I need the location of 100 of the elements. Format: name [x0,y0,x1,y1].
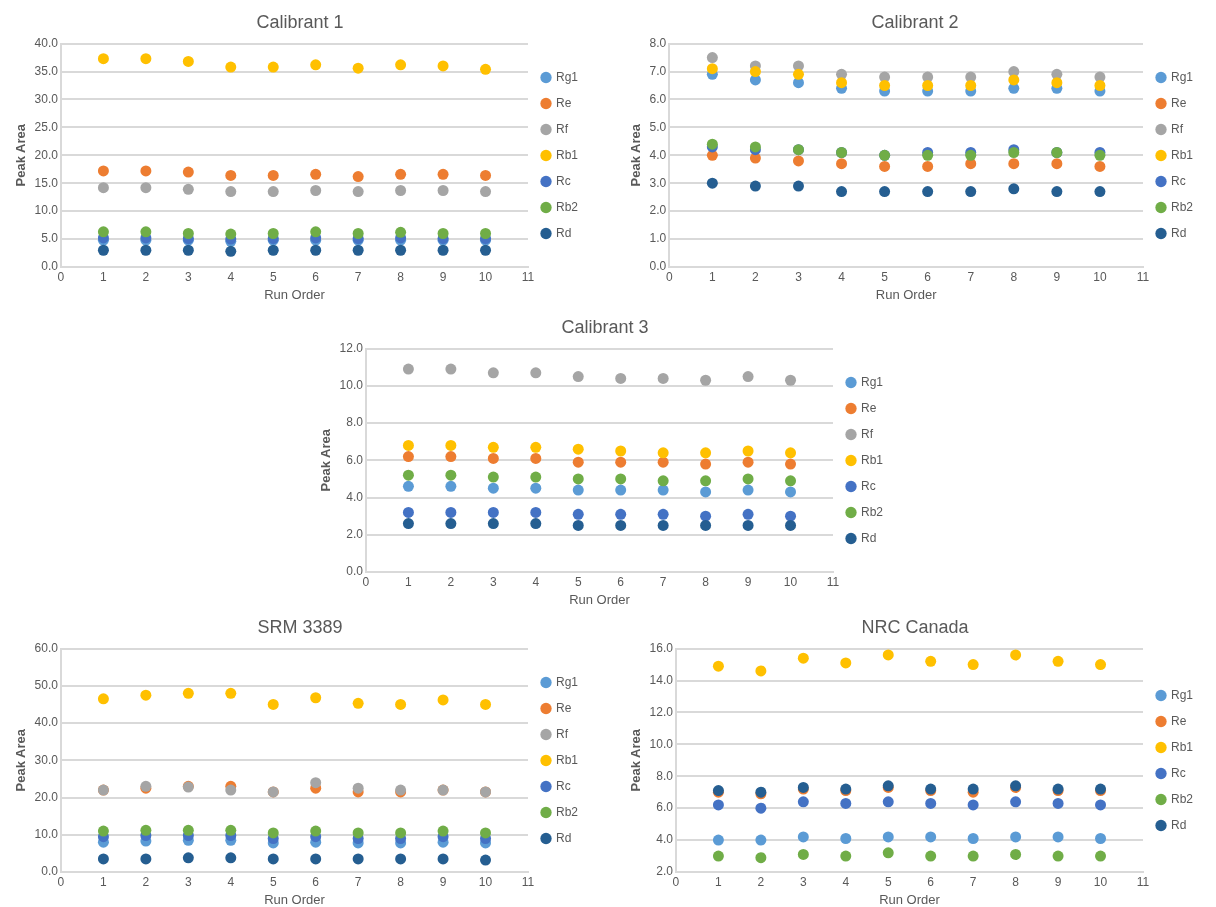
y-tick-label: 20.0 [34,789,59,804]
x-tick-label: 11 [521,269,535,284]
legend-label: Rb2 [1170,199,1194,214]
legend-label: Rc [1170,765,1186,780]
x-tick-label: 0 [362,574,370,589]
y-tick-label: 12.0 [649,704,674,719]
x-tick-label: 8 [1010,269,1018,284]
x-tick-label: 2 [142,874,150,889]
y-tick-label: 3.0 [649,175,667,190]
y-tick-label: 5.0 [649,119,667,134]
x-tick-label: 7 [969,874,977,889]
legend-label: Rb2 [860,504,884,519]
x-tick-label: 7 [659,574,667,589]
y-tick-label: 0.0 [41,259,59,274]
legend-label: Rb2 [1170,791,1194,806]
y-tick-label: 10.0 [34,203,59,218]
y-tick-label: 6.0 [649,91,667,106]
x-tick-label: 2 [447,574,455,589]
y-tick-label: 0.0 [41,864,59,879]
y-tick-label: 30.0 [34,752,59,767]
x-tick-label: 10 [783,574,798,589]
x-tick-label: 7 [354,874,362,889]
x-tick-label: 5 [884,874,892,889]
x-tick-label: 5 [269,269,277,284]
y-tick-label: 35.0 [34,63,59,78]
x-tick-label: 4 [842,874,850,889]
y-tick-label: 8.0 [649,35,667,50]
x-tick-label: 1 [709,269,716,284]
x-tick-label: 6 [617,574,625,589]
legend-label: Rb1 [555,147,579,162]
y-tick-label: 10.0 [339,378,364,393]
chart-title: SRM 3389 [257,616,343,637]
y-tick-label: 15.0 [34,175,59,190]
y-tick-label: 8.0 [656,768,674,783]
x-axis-title: Run Order [879,891,941,907]
x-tick-label: 3 [799,874,807,889]
x-tick-label: 6 [924,269,932,284]
y-tick-label: 0.0 [649,259,667,274]
x-tick-label: 9 [439,874,447,889]
legend-label: Re [860,400,877,415]
legend-label: Rc [1170,173,1186,188]
y-tick-label: 16.0 [649,640,674,655]
x-tick-label: 1 [100,269,108,284]
x-tick-label: 10 [1093,269,1107,284]
y-tick-label: 40.0 [34,35,59,50]
y-axis-title: Peak Area [13,123,29,187]
x-tick-label: 8 [397,874,405,889]
x-tick-label: 4 [532,574,540,589]
x-tick-label: 9 [744,574,752,589]
x-tick-label: 8 [1012,874,1020,889]
y-tick-label: 0.0 [346,564,364,579]
legend-label: Re [555,700,572,715]
y-tick-label: 30.0 [34,91,59,106]
legend-label: Rd [1170,225,1187,240]
x-axis-title: Run Order [264,891,326,907]
x-tick-label: 4 [227,874,235,889]
legend-label: Rd [1170,817,1187,832]
x-tick-label: 10 [478,874,493,889]
legend-label: Rb2 [555,199,579,214]
legend-label: Rf [555,121,569,136]
x-tick-label: 8 [702,574,710,589]
legend-label: Re [1170,713,1187,728]
y-tick-label: 12.0 [339,340,364,355]
y-tick-label: 2.0 [649,203,667,218]
chart-title: NRC Canada [861,616,970,637]
x-tick-label: 1 [715,874,723,889]
legend-label: Rg1 [555,69,579,84]
legend-label: Rd [555,225,572,240]
x-tick-label: 6 [312,269,320,284]
y-tick-label: 4.0 [346,489,364,504]
x-tick-label: 10 [478,269,493,284]
legend-label: Rb1 [555,752,579,767]
x-tick-label: 9 [1054,874,1062,889]
x-tick-label: 9 [1053,269,1061,284]
legend-label: Rb2 [555,804,579,819]
y-tick-label: 1.0 [649,231,667,246]
y-tick-label: 4.0 [656,832,674,847]
legend-label: Rf [860,426,874,441]
x-tick-label: 1 [405,574,413,589]
y-tick-label: 6.0 [656,800,674,815]
x-tick-label: 11 [521,874,535,889]
x-tick-label: 0 [57,269,65,284]
x-tick-label: 10 [1093,874,1108,889]
y-tick-label: 50.0 [34,678,59,693]
x-tick-label: 7 [967,269,975,284]
y-tick-label: 5.0 [41,231,59,246]
y-axis-title: Peak Area [628,728,644,792]
legend-label: Rg1 [1170,687,1194,702]
x-tick-label: 2 [752,269,760,284]
chart-title: Calibrant 1 [256,11,344,32]
y-tick-label: 25.0 [34,119,59,134]
x-tick-label: 11 [826,574,840,589]
y-tick-label: 40.0 [34,715,59,730]
x-tick-label: 2 [757,874,765,889]
y-tick-label: 7.0 [649,63,667,78]
x-tick-label: 0 [57,874,65,889]
x-tick-label: 1 [100,874,108,889]
x-axis-title: Run Order [875,286,938,302]
y-axis-title: Peak Area [13,728,29,792]
legend-label: Re [1170,95,1187,110]
